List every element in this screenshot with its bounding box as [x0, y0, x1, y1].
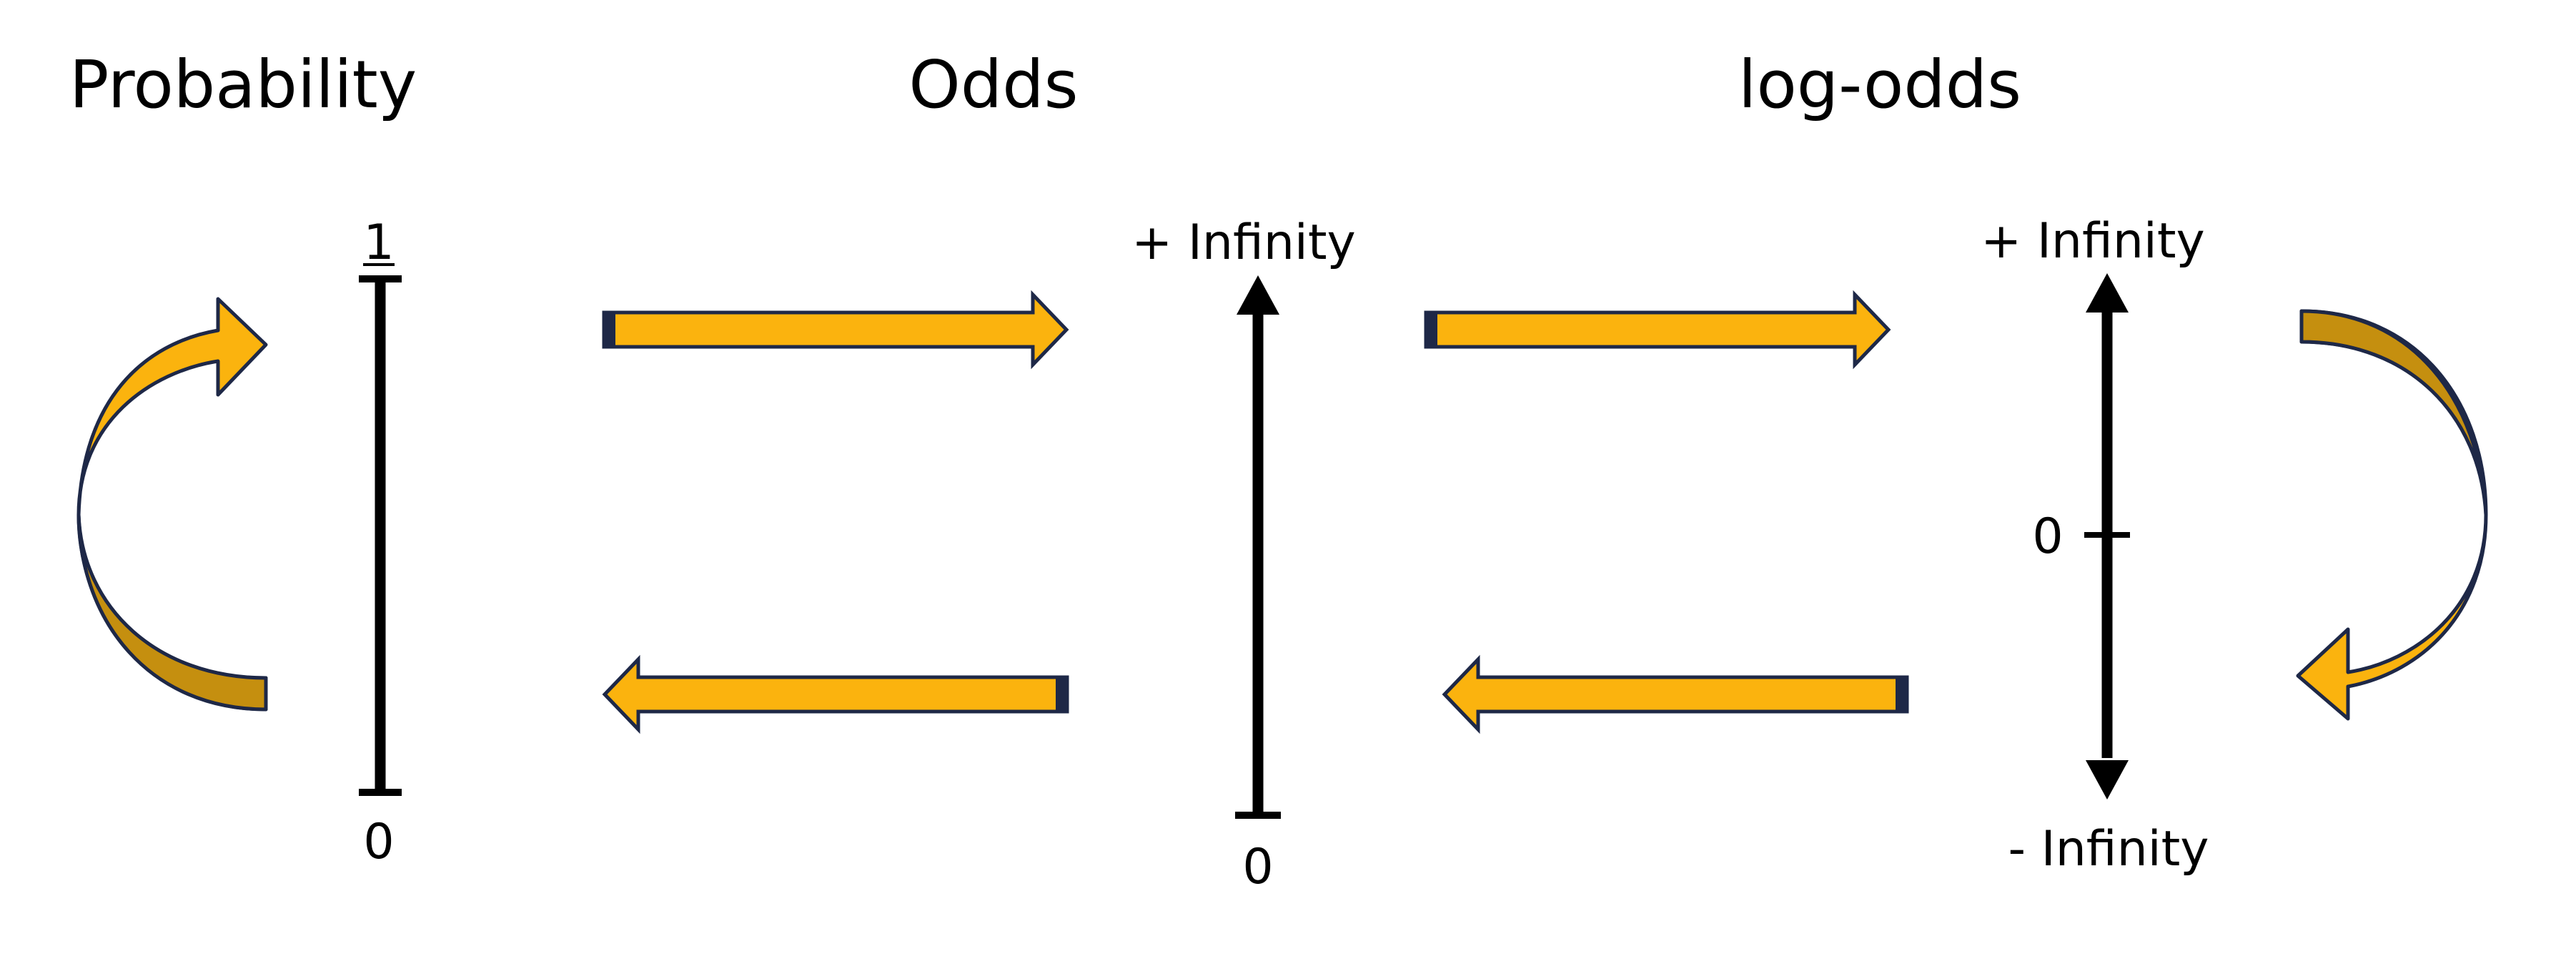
log-odds-top-label: + Infinity	[1981, 213, 2204, 270]
arrow-tail-cap	[604, 313, 615, 347]
odds-top-label: + Infinity	[1131, 215, 1355, 271]
odds-arrowhead-up	[1237, 275, 1279, 315]
probability-scale: 1 0	[359, 215, 402, 870]
curved-arrow-left	[76, 297, 268, 712]
arrow-probability-to-odds	[602, 290, 1069, 370]
curved-arrow-left-shade	[76, 513, 268, 712]
arrow-log-odds-to-odds	[1442, 654, 1909, 734]
curved-arrow-right-body	[2296, 309, 2488, 721]
arrow-tail-cap	[1426, 313, 1437, 347]
title-odds: Odds	[908, 46, 1078, 123]
arrow-left-body	[1442, 654, 1909, 734]
curved-arrow-right-shade	[2299, 309, 2488, 517]
arrow-right-body	[1424, 290, 1891, 370]
log-odds-bottom-label: - Infinity	[2008, 821, 2209, 877]
title-probability: Probability	[69, 46, 417, 123]
arrow-left-body	[602, 654, 1069, 734]
curved-arrow-right	[2296, 309, 2488, 721]
title-log-odds: log-odds	[1738, 46, 2021, 123]
odds-scale: + Infinity 0	[1131, 215, 1355, 895]
odds-bottom-label: 0	[1242, 839, 1273, 895]
log-odds-scale: + Infinity 0 - Infinity	[1981, 213, 2209, 877]
log-odds-arrowhead-up	[2086, 273, 2129, 313]
probability-top-label: 1	[363, 215, 394, 271]
arrow-tail-cap	[1056, 677, 1067, 712]
log-odds-arrowhead-down	[2086, 760, 2129, 800]
curved-arrow-left-body	[76, 297, 268, 712]
arrow-right-body	[602, 290, 1069, 370]
arrow-tail-cap	[1896, 677, 1907, 712]
arrow-odds-to-log-odds	[1424, 290, 1891, 370]
arrow-odds-to-probability	[602, 654, 1069, 734]
log-odds-middle-label: 0	[2032, 508, 2063, 565]
probability-bottom-label: 0	[363, 814, 394, 870]
